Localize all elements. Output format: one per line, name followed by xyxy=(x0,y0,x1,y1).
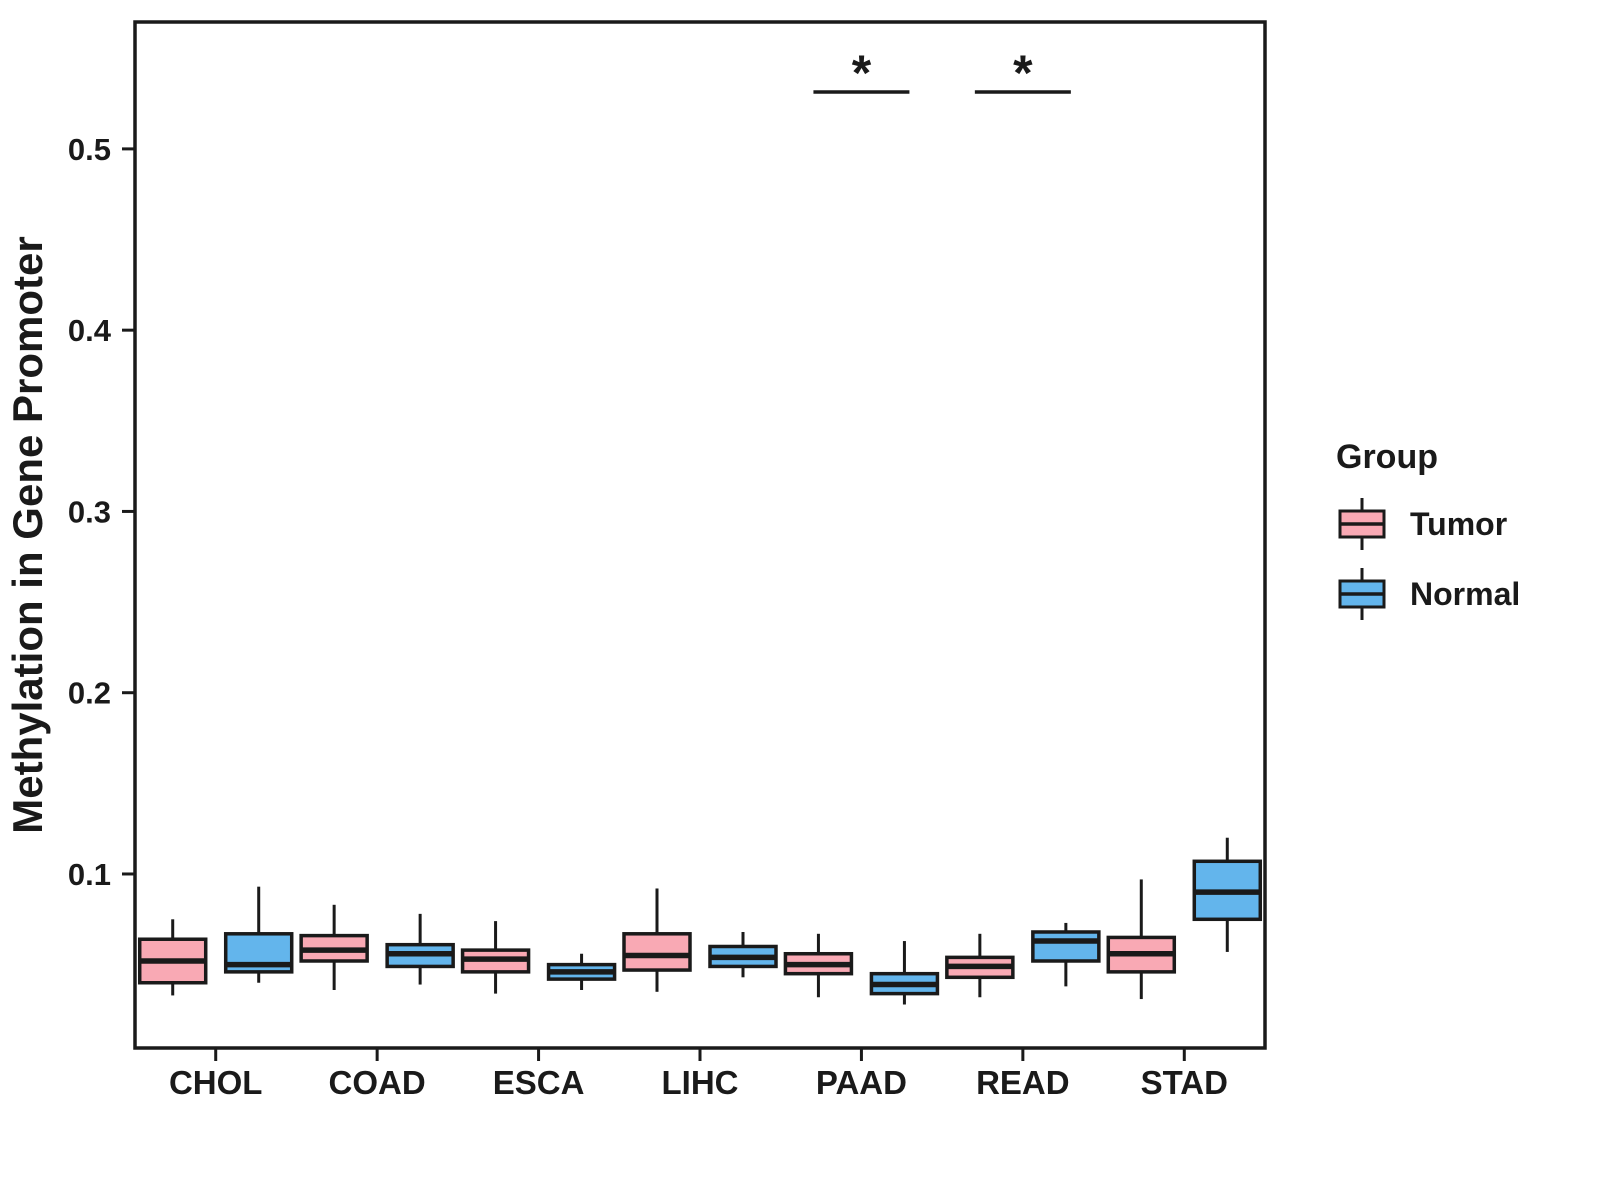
y-axis-tick-label: 0.4 xyxy=(68,313,112,348)
box-paad-tumor xyxy=(783,933,854,998)
x-axis-label-chol: CHOL xyxy=(169,1064,263,1101)
y-axis-tick-label: 0.1 xyxy=(68,857,111,892)
panel-border xyxy=(133,20,1267,1050)
box-paad-normal xyxy=(869,941,940,1005)
box-coad-normal xyxy=(385,913,455,985)
box-lihc-tumor xyxy=(622,888,692,992)
significance-star-paad: * xyxy=(852,45,872,101)
x-axis-label-stad: STAD xyxy=(1141,1064,1228,1101)
x-axis-label-lihc: LIHC xyxy=(662,1064,739,1101)
boxplot-key-normal-icon xyxy=(1338,568,1386,620)
legend-label-tumor: Tumor xyxy=(1410,505,1508,542)
x-axis-label-paad: PAAD xyxy=(816,1064,907,1101)
y-axis-tick-label: 0.5 xyxy=(68,132,111,167)
box-coad-tumor xyxy=(299,904,369,990)
legend-item-tumor: Tumor xyxy=(1336,495,1520,553)
significance-star-read: * xyxy=(1013,45,1033,101)
box-chol-normal xyxy=(223,886,294,983)
y-axis-tick-label: 0.3 xyxy=(68,494,111,529)
legend-item-normal: Normal xyxy=(1336,565,1520,623)
box-esca-tumor xyxy=(460,921,531,994)
box-read-tumor xyxy=(945,933,1015,998)
legend: Group Tumor Normal xyxy=(1336,438,1520,635)
box-lihc-normal xyxy=(708,931,778,978)
legend-label-normal: Normal xyxy=(1410,575,1521,612)
x-axis-label-coad: COAD xyxy=(329,1064,426,1101)
box-stad-tumor xyxy=(1106,879,1177,1000)
box-read-normal xyxy=(1031,922,1101,987)
box-esca-normal xyxy=(546,953,617,990)
x-axis-label-read: READ xyxy=(976,1064,1070,1101)
y-axis-title: Methylation in Gene Promoter xyxy=(4,236,51,833)
x-axis-label-esca: ESCA xyxy=(493,1064,585,1101)
boxplot-key-tumor-icon xyxy=(1338,498,1386,550)
box-stad-normal xyxy=(1192,837,1263,952)
box-chol-tumor xyxy=(137,919,208,996)
legend-title: Group xyxy=(1336,438,1438,476)
y-axis-tick-label: 0.2 xyxy=(68,676,111,711)
